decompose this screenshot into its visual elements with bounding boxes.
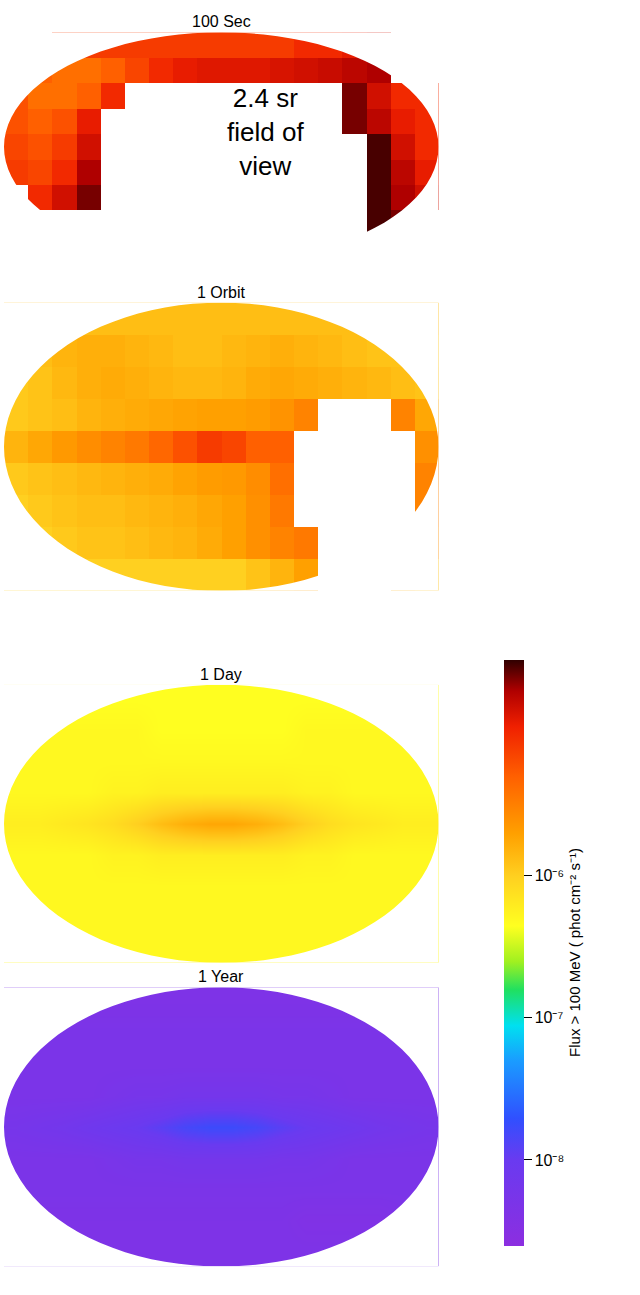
svg-text:10⁻⁷: 10⁻⁷: [535, 1009, 564, 1026]
svg-text:2.4 srfield ofview: 2.4 srfield ofview: [227, 83, 304, 181]
svg-text:1 Orbit: 1 Orbit: [197, 284, 246, 301]
svg-text:1 Year: 1 Year: [198, 968, 244, 985]
svg-text:Flux > 100 MeV ( phot cm⁻² s⁻¹: Flux > 100 MeV ( phot cm⁻² s⁻¹): [566, 848, 583, 1057]
svg-text:100 Sec: 100 Sec: [192, 13, 251, 30]
svg-text:10⁻⁶: 10⁻⁶: [535, 867, 564, 884]
svg-text:10⁻⁸: 10⁻⁸: [535, 1151, 565, 1168]
svg-text:1 Day: 1 Day: [200, 666, 242, 683]
